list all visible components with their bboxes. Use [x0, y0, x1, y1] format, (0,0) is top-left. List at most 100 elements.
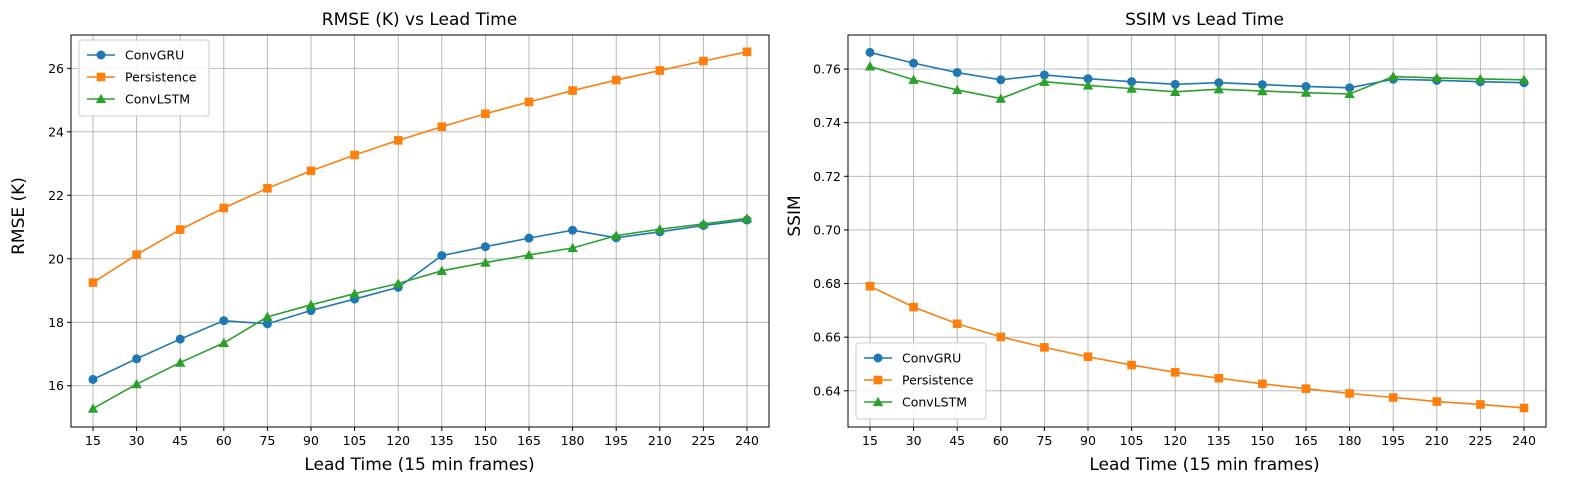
data-point-convgru — [952, 68, 962, 78]
data-point-convgru — [1039, 70, 1049, 80]
x-tick-label: 240 — [735, 433, 759, 448]
data-point-convlstm — [305, 299, 317, 309]
legend-marker-persistence — [96, 72, 106, 82]
x-tick-label: 225 — [691, 433, 715, 448]
x-axis-label: Lead Time (15 min frames) — [304, 455, 534, 475]
legend-label-persistence: Persistence — [902, 373, 974, 388]
data-point-convgru — [1170, 79, 1180, 89]
x-tick-label: 75 — [259, 433, 275, 448]
data-point-persistence — [437, 122, 447, 132]
data-point-convgru — [262, 319, 272, 329]
x-axis-label: Lead Time (15 min frames) — [1089, 455, 1319, 475]
y-tick-label: 22 — [48, 188, 64, 203]
legend-marker-convgru — [96, 50, 106, 60]
data-point-convlstm — [952, 84, 963, 95]
chart-title: SSIM vs Lead Time — [1125, 10, 1284, 30]
series-line-persistence — [869, 285, 1525, 409]
data-point-convlstm — [1257, 85, 1268, 96]
data-point-persistence — [1083, 352, 1093, 362]
y-tick-label: 0.76 — [813, 62, 841, 77]
data-point-persistence — [263, 184, 272, 193]
series-line-persistence — [92, 51, 748, 284]
data-point-persistence — [655, 66, 665, 75]
data-point-convlstm — [175, 357, 186, 367]
x-tick-label: 90 — [1080, 433, 1096, 448]
series-line-convlstm — [869, 65, 1525, 100]
data-point-convgru — [480, 242, 490, 252]
data-point-convgru — [437, 251, 447, 261]
x-tick-label: 165 — [1294, 433, 1318, 448]
data-point-persistence — [1432, 397, 1442, 406]
x-tick-label: 120 — [1163, 433, 1187, 448]
y-tick-label: 24 — [48, 124, 64, 139]
data-point-convlstm — [908, 74, 919, 84]
data-point-convlstm — [393, 278, 404, 288]
legend: ConvGRU Persistence ConvLSTM — [855, 342, 987, 420]
data-point-persistence — [175, 225, 185, 234]
data-point-persistence — [1127, 360, 1136, 370]
data-point-convlstm — [1213, 83, 1224, 94]
y-axis-label: SSIM — [785, 195, 805, 236]
data-point-persistence — [952, 319, 962, 329]
data-point-convlstm — [480, 257, 491, 267]
x-tick-label: 135 — [430, 433, 454, 448]
plot-frame — [70, 34, 770, 428]
x-tick-label: 135 — [1207, 433, 1231, 448]
y-tick-label: 0.72 — [813, 169, 841, 184]
x-tick-label: 150 — [473, 433, 497, 448]
data-point-convlstm — [1082, 80, 1094, 90]
data-point-persistence — [350, 150, 359, 160]
x-tick-label: 210 — [1425, 433, 1449, 448]
data-point-convlstm — [436, 265, 447, 275]
data-point-convlstm — [1518, 74, 1530, 84]
plot-frame — [847, 34, 1547, 428]
data-point-convlstm — [1126, 83, 1137, 93]
legend-box — [855, 342, 987, 420]
x-tick-label: 225 — [1468, 433, 1492, 448]
legend-marker-convlstm — [872, 396, 884, 407]
legend-label-convgru: ConvGRU — [125, 48, 184, 63]
data-point-persistence — [1519, 403, 1529, 413]
data-point-persistence — [1214, 373, 1224, 383]
data-point-convgru — [1083, 74, 1093, 84]
data-point-convgru — [1301, 81, 1311, 91]
data-point-persistence — [1258, 379, 1267, 389]
data-point-persistence — [1476, 400, 1485, 409]
legend-box — [78, 39, 210, 117]
x-tick-label: 15 — [862, 433, 878, 448]
series-line-convlstm — [92, 217, 748, 410]
data-point-persistence — [568, 86, 577, 95]
x-tick-label: 105 — [343, 433, 367, 448]
x-tick-label: 30 — [906, 433, 922, 448]
y-tick-label: 26 — [48, 61, 64, 76]
y-tick-label: 0.66 — [813, 330, 841, 345]
data-point-persistence — [219, 203, 229, 213]
data-point-convlstm — [698, 218, 709, 229]
y-tick-label: 0.74 — [813, 115, 841, 130]
y-tick-label: 0.70 — [813, 222, 841, 237]
x-tick-label: 45 — [172, 433, 188, 448]
y-axis-label: RMSE (K) — [9, 177, 29, 255]
series-line-convgru — [869, 51, 1525, 89]
legend-marker-convlstm — [95, 93, 107, 104]
y-tick-label: 20 — [48, 251, 64, 266]
data-point-convlstm — [611, 230, 622, 240]
data-point-convgru — [175, 334, 185, 344]
data-point-persistence — [699, 56, 708, 66]
x-tick-label: 45 — [949, 433, 965, 448]
data-point-convlstm — [741, 213, 753, 223]
data-point-convlstm — [1039, 76, 1050, 86]
data-point-persistence — [88, 278, 98, 287]
data-point-persistence — [1388, 393, 1398, 402]
data-point-convlstm — [995, 93, 1006, 103]
x-tick-label: 180 — [561, 433, 585, 448]
data-point-convlstm — [1431, 72, 1442, 83]
data-point-convlstm — [262, 311, 273, 322]
data-point-convgru — [1345, 83, 1355, 93]
x-tick-label: 60 — [216, 433, 232, 448]
data-point-convgru — [865, 47, 875, 57]
x-tick-label: 150 — [1250, 433, 1274, 448]
x-tick-label: 165 — [517, 433, 541, 448]
data-point-convlstm — [1475, 73, 1486, 84]
